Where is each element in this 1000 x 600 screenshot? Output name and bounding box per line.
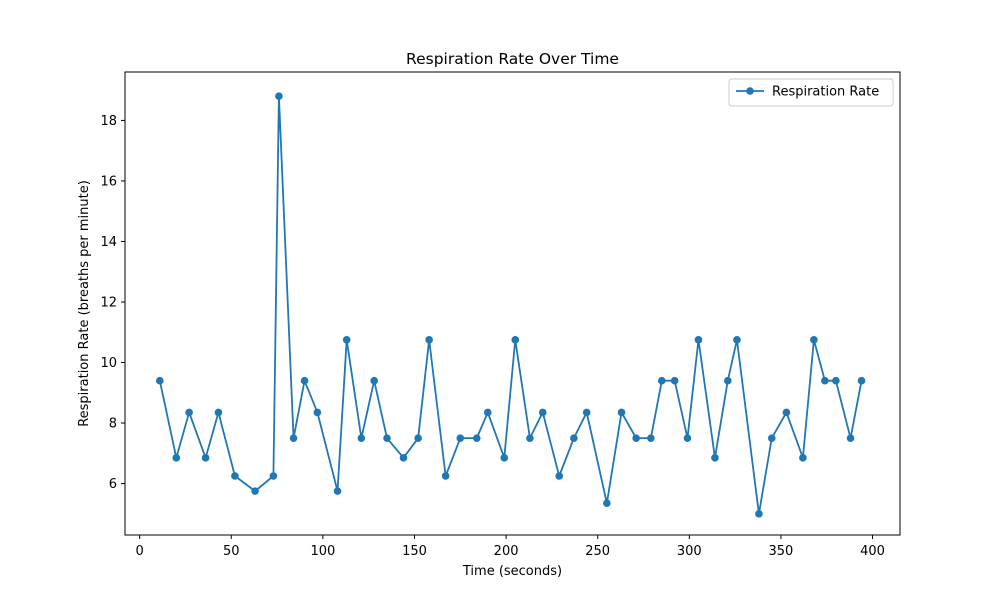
data-point (617, 408, 626, 417)
data-point (846, 434, 855, 442)
data-point (658, 376, 666, 385)
chart-title: Respiration Rate Over Time (406, 50, 619, 68)
data-point (500, 454, 509, 462)
data-point (603, 499, 611, 508)
data-point (472, 434, 481, 442)
data-point (357, 434, 366, 442)
legend-marker-sample (746, 87, 754, 95)
data-point (185, 408, 193, 417)
data-point (683, 434, 692, 442)
y-axis-label: Respiration Rate (breaths per minute) (77, 180, 92, 427)
data-point (511, 336, 520, 344)
data-point (275, 92, 283, 101)
data-point (723, 376, 732, 385)
data-point (670, 376, 679, 385)
y-tick-label: 10 (100, 356, 117, 371)
data-point (632, 434, 640, 442)
data-point (526, 434, 534, 442)
data-point (570, 434, 578, 442)
data-point (156, 376, 164, 385)
data-point (483, 408, 492, 417)
data-point (767, 434, 776, 442)
data-point (342, 336, 351, 344)
data-point (821, 376, 829, 385)
y-tick-label: 14 (100, 235, 117, 250)
data-point (214, 408, 223, 417)
data-point (251, 487, 259, 495)
x-axis-label: Time (seconds) (462, 564, 562, 579)
plot-area (156, 92, 866, 518)
x-tick-label: 350 (768, 544, 793, 559)
data-point (172, 454, 181, 462)
data-point (441, 472, 450, 480)
data-point (733, 336, 741, 344)
data-point (201, 454, 210, 462)
data-point (456, 434, 465, 442)
legend-box (728, 78, 894, 107)
data-point (269, 472, 278, 480)
x-tick-label: 50 (223, 544, 240, 559)
data-point (425, 336, 433, 344)
data-point (555, 472, 564, 480)
y-tick-label: 16 (100, 174, 117, 189)
data-point (333, 487, 342, 495)
plot-frame (124, 71, 901, 536)
x-tick-label: 100 (310, 544, 335, 559)
data-point (313, 408, 322, 417)
x-axis: 0 50 100 150 200 250 300 350 400 (136, 535, 885, 559)
x-tick-label: 200 (494, 544, 519, 559)
data-point (755, 510, 763, 518)
data-point (711, 454, 719, 462)
data-point (799, 454, 807, 462)
data-point (289, 434, 298, 442)
y-tick-label: 8 (109, 417, 117, 432)
x-tick-label: 150 (402, 544, 427, 559)
x-tick-label: 400 (860, 544, 885, 559)
legend: Respiration Rate (728, 78, 894, 107)
data-point (782, 408, 791, 417)
data-point (231, 472, 239, 480)
data-point (810, 336, 818, 344)
data-point (399, 454, 408, 462)
data-point (370, 376, 378, 385)
data-point (300, 376, 309, 385)
data-point (694, 336, 703, 344)
x-tick-label: 250 (585, 544, 610, 559)
legend-label: Respiration Rate (772, 85, 879, 100)
y-tick-label: 12 (100, 295, 117, 310)
x-tick-label: 0 (136, 544, 144, 559)
data-point (832, 376, 840, 385)
y-tick-label: 6 (109, 477, 117, 492)
y-tick-label: 18 (100, 114, 117, 129)
x-tick-label: 300 (677, 544, 702, 559)
data-point (857, 376, 866, 385)
data-point (383, 434, 391, 442)
data-point (647, 434, 655, 442)
data-point (414, 434, 422, 442)
y-axis: 6 8 10 12 14 16 18 (100, 114, 125, 492)
data-point (538, 408, 547, 417)
data-point (582, 408, 591, 417)
